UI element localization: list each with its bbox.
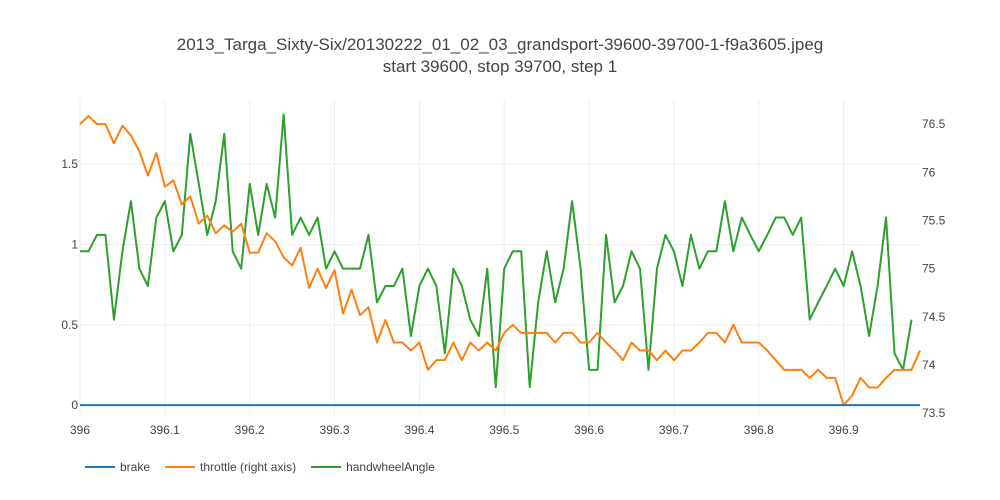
- chart-title: 2013_Targa_Sixty-Six/20130222_01_02_03_g…: [177, 35, 824, 54]
- legend-item-brake[interactable]: brake: [85, 460, 150, 474]
- legend-label: brake: [120, 460, 150, 474]
- y-left-tick-label: 1: [71, 238, 78, 252]
- legend-item-handwheelangle[interactable]: handwheelAngle: [311, 460, 435, 474]
- y-left-tick-label: 0.5: [61, 318, 78, 332]
- y-left-tick-label: 0: [71, 398, 78, 412]
- y-right-tick-label: 73.5: [922, 406, 946, 420]
- legend-item-throttle-right-axis[interactable]: throttle (right axis): [165, 460, 296, 474]
- legend: brake throttle (right axis) handwheelAngle: [85, 460, 435, 474]
- x-tick-label: 396.2: [235, 423, 265, 437]
- x-tick-label: 396.6: [574, 423, 604, 437]
- y-right-tick-label: 75.5: [922, 213, 946, 227]
- y-right-tick-label: 74.5: [922, 310, 946, 324]
- x-tick-label: 396.5: [489, 423, 519, 437]
- x-tick-label: 396.1: [150, 423, 180, 437]
- series-line-handwheelangle: [80, 113, 913, 389]
- x-tick-label: 396.9: [829, 423, 859, 437]
- plot-area: [79, 113, 921, 407]
- x-tick-label: 396.4: [404, 423, 434, 437]
- x-tick-label: 396.7: [659, 423, 689, 437]
- y-right-tick-label: 76.5: [922, 117, 946, 131]
- x-tick-label: 396: [70, 423, 90, 437]
- legend-label: throttle (right axis): [200, 460, 296, 474]
- chart-subtitle: start 39600, stop 39700, step 1: [383, 57, 617, 76]
- y-left-tick-label: 1.5: [61, 157, 78, 171]
- legend-label: handwheelAngle: [346, 460, 435, 474]
- y-right-tick-label: 75: [922, 262, 936, 276]
- x-tick-label: 396.8: [744, 423, 774, 437]
- y-right-tick-label: 76: [922, 165, 936, 179]
- series-line-throttle-right-axis: [79, 115, 921, 407]
- y-right-tick-label: 74: [922, 358, 936, 372]
- x-tick-label: 396.3: [320, 423, 350, 437]
- axes: 396 396.1 396.2 396.3 396.4 396.5 396.6 396.7 39…: [61, 117, 945, 437]
